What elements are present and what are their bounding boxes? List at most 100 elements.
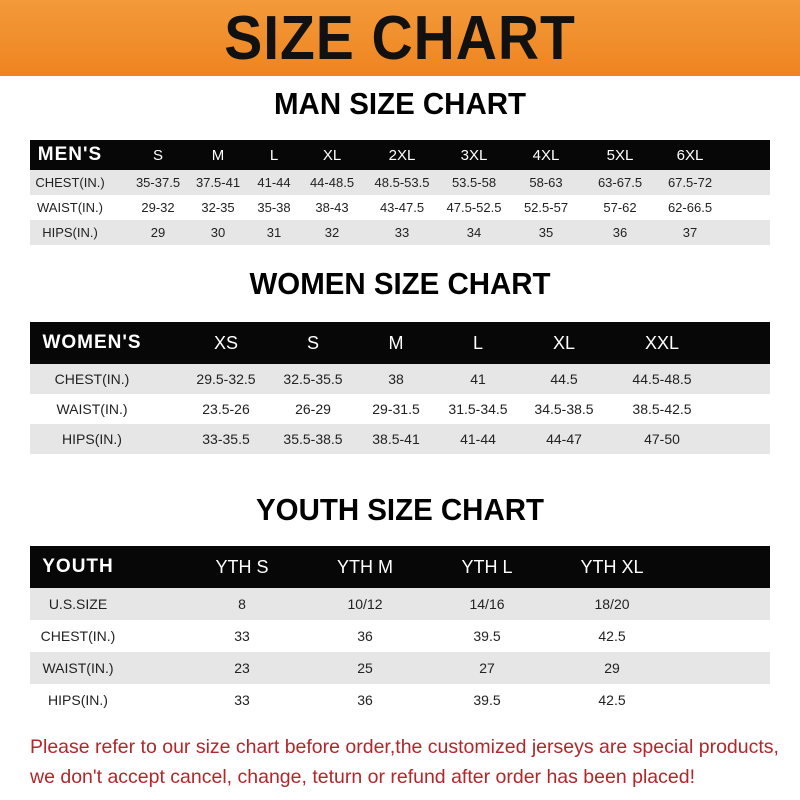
- youth-chart-title: YOUTH SIZE CHART: [256, 492, 544, 527]
- table-row: U.S.SIZE 8 10/12 14/16 18/20: [30, 588, 770, 620]
- table-cell: 37: [682, 225, 698, 240]
- measurement-label: WAIST(IN.): [42, 660, 114, 676]
- size-header: M: [388, 332, 404, 353]
- measurement-label: CHEST(IN.): [35, 175, 105, 190]
- table-cell: 38.5-42.5: [632, 401, 692, 417]
- table-cell: 27: [479, 660, 495, 676]
- table-cell: 36: [612, 225, 628, 240]
- table-cell: 38.5-41: [372, 431, 420, 447]
- men-header-row: MEN'S S M L XL 2XL 3XL 4XL 5XL 6XL: [30, 140, 770, 170]
- size-header: 2XL: [388, 146, 416, 164]
- table-cell: 57-62: [603, 200, 637, 215]
- table-cell: 29-32: [141, 200, 175, 215]
- table-cell: 14/16: [469, 596, 505, 612]
- size-header: XL: [322, 146, 342, 164]
- table-cell: 41-44: [257, 175, 291, 190]
- table-category-label: WOMEN'S: [42, 332, 142, 353]
- table-cell: 48.5-53.5: [374, 175, 430, 190]
- measurement-label: CHEST(IN.): [54, 371, 130, 387]
- table-cell: 23: [234, 660, 250, 676]
- table-cell: 33: [234, 692, 250, 708]
- table-cell: 37.5-41: [195, 175, 241, 190]
- size-header: XS: [213, 332, 239, 353]
- table-cell: 41-44: [460, 431, 496, 447]
- notice: Please refer to our size chart before or…: [30, 732, 790, 792]
- table-cell: 26-29: [295, 401, 331, 417]
- table-cell: 29-31.5: [372, 401, 420, 417]
- size-header: 4XL: [532, 146, 560, 164]
- table-cell: 36: [357, 692, 373, 708]
- table-cell: 62-66.5: [667, 200, 713, 215]
- measurement-label: U.S.SIZE: [48, 596, 108, 612]
- table-cell: 47.5-52.5: [446, 200, 502, 215]
- table-cell: 39.5: [473, 692, 501, 708]
- table-cell: 32.5-35.5: [283, 371, 343, 387]
- youth-size-table: YOUTH YTH S YTH M YTH L YTH XL U.S.SIZE 8 10/12…: [30, 546, 770, 716]
- table-cell: 38: [388, 371, 404, 387]
- table-cell: 34.5-38.5: [534, 401, 594, 417]
- table-cell: 35.5-38.5: [283, 431, 343, 447]
- table-cell: 43-47.5: [379, 200, 425, 215]
- table-cell: 32: [324, 225, 340, 240]
- size-header: S: [152, 146, 164, 164]
- table-row: WAIST(IN.) 29-32 32-35 35-38 38-43 43-47.5 47.…: [30, 195, 770, 220]
- table-row: HIPS(IN.) 33 36 39.5 42.5: [30, 684, 770, 716]
- table-cell: 8: [238, 596, 246, 612]
- banner: SIZE CHART: [0, 0, 800, 76]
- measurement-label: WAIST(IN.): [37, 200, 103, 215]
- table-cell: 35: [538, 225, 554, 240]
- table-cell: 42.5: [598, 628, 626, 644]
- table-cell: 47-50: [644, 431, 680, 447]
- measurement-label: CHEST(IN.): [40, 628, 116, 644]
- size-header: XL: [552, 332, 576, 353]
- table-cell: 36: [357, 628, 373, 644]
- table-cell: 10/12: [347, 596, 383, 612]
- table-cell: 63-67.5: [597, 175, 643, 190]
- women-chart-title: WOMEN SIZE CHART: [249, 266, 551, 301]
- banner-title: SIZE CHART: [224, 3, 576, 73]
- table-category-label: MEN'S: [37, 144, 103, 165]
- women-header-row: WOMEN'S XS S M L XL XXL: [30, 322, 770, 364]
- table-row: HIPS(IN.) 29 30 31 32 33 34 35 36 37: [30, 220, 770, 245]
- table-cell: 29: [150, 225, 166, 240]
- table-cell: 53.5-58: [451, 175, 497, 190]
- size-header: 3XL: [460, 146, 488, 164]
- table-cell: 44.5-48.5: [632, 371, 692, 387]
- size-header: L: [472, 332, 484, 353]
- table-row: CHEST(IN.) 33 36 39.5 42.5: [30, 620, 770, 652]
- size-header: 6XL: [676, 146, 704, 164]
- table-cell: 44-48.5: [309, 175, 355, 190]
- table-cell: 67.5-72: [667, 175, 713, 190]
- table-cell: 35-37.5: [135, 175, 181, 190]
- table-cell: 29.5-32.5: [196, 371, 256, 387]
- size-header: YTH XL: [580, 556, 644, 577]
- table-category-label: YOUTH: [42, 556, 114, 577]
- table-cell: 35-38: [257, 200, 291, 215]
- table-cell: 44.5: [550, 371, 578, 387]
- table-cell: 38-43: [315, 200, 349, 215]
- table-cell: 31: [266, 225, 282, 240]
- notice-line-2: we don't accept cancel, change, teturn o…: [30, 766, 695, 788]
- table-cell: 39.5: [473, 628, 501, 644]
- measurement-label: HIPS(IN.): [62, 431, 122, 447]
- size-header: M: [211, 146, 225, 164]
- men-size-table: MEN'S S M L XL 2XL 3XL 4XL 5XL 6XL CHEST(IN.) 35-37…: [30, 140, 770, 245]
- size-header: S: [306, 332, 320, 353]
- table-cell: 30: [210, 225, 226, 240]
- size-header: YTH M: [337, 556, 393, 577]
- size-header: L: [269, 146, 279, 164]
- table-cell: 41: [470, 371, 486, 387]
- table-row: WAIST(IN.) 23.5-26 26-29 29-31.5 31.5-34.5 34…: [30, 394, 770, 424]
- notice-line-1: Please refer to our size chart before or…: [30, 736, 779, 758]
- table-cell: 42.5: [598, 692, 626, 708]
- table-cell: 18/20: [594, 596, 630, 612]
- table-cell: 32-35: [201, 200, 235, 215]
- table-row: CHEST(IN.) 29.5-32.5 32.5-35.5 38 41 44.5 44.5…: [30, 364, 770, 394]
- table-cell: 58-63: [529, 175, 563, 190]
- size-header: YTH L: [461, 556, 513, 577]
- size-header: YTH S: [215, 556, 269, 577]
- table-cell: 52.5-57: [523, 200, 569, 215]
- table-row: CHEST(IN.) 35-37.5 37.5-41 41-44 44-48.5 48.5…: [30, 170, 770, 195]
- size-header: XXL: [644, 332, 680, 353]
- measurement-label: HIPS(IN.): [42, 225, 98, 240]
